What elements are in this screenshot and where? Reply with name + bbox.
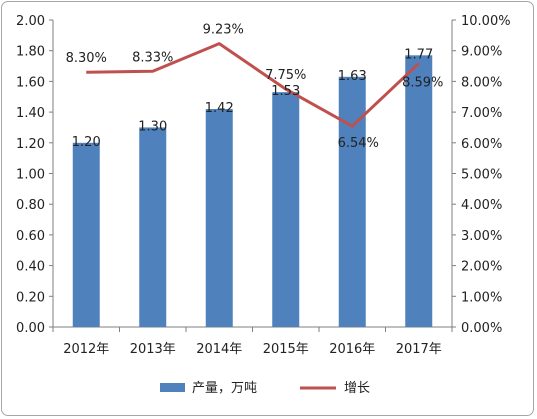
bar: [405, 55, 433, 328]
y-left-tick-label: 1.80: [16, 45, 45, 60]
y-left-tick-label: 0.40: [16, 260, 45, 275]
y-right-tick-label: 0.00%: [461, 321, 502, 336]
bars: [72, 55, 433, 328]
y-left-tick-label: 1.40: [16, 106, 45, 121]
line-value-label: 8.30%: [66, 51, 107, 66]
bar: [205, 109, 233, 327]
y-right-tick-label: 3.00%: [461, 229, 502, 244]
y-left-tick-label: 0.00: [16, 321, 45, 336]
x-tick-label: 2012年: [63, 342, 109, 357]
y-left-tick-label: 0.60: [16, 229, 45, 244]
y-left-tick-label: 1.60: [16, 75, 45, 90]
growth-line: [86, 42, 420, 128]
line-value-label: 8.59%: [402, 75, 443, 90]
x-tick-label: 2013年: [130, 342, 176, 357]
bar-value-label: 1.30: [138, 119, 167, 134]
line-value-label: 8.33%: [132, 50, 173, 65]
x-tick-label: 2015年: [263, 342, 309, 357]
x-tick-label: 2017年: [396, 342, 442, 357]
y-right-tick-label: 4.00%: [461, 198, 502, 213]
line-value-label: 6.54%: [338, 136, 379, 151]
legend-label-bar: 产量，万吨: [192, 381, 257, 396]
y-right-tick-label: 7.00%: [461, 106, 502, 121]
growth-line-group: [86, 42, 420, 128]
y-right-tick-label: 10.00%: [461, 14, 511, 29]
y-left-tick-label: 2.00: [16, 14, 45, 29]
y-left-tick-label: 0.80: [16, 198, 45, 213]
y-right-tick-label: 2.00%: [461, 260, 502, 275]
bar-value-label: 1.53: [271, 84, 300, 99]
y-right-tick-label: 1.00%: [461, 290, 502, 305]
legend-swatch-bar: [160, 383, 185, 392]
bar-value-label: 1.63: [338, 69, 367, 84]
y-left-tick-label: 1.00: [16, 168, 45, 183]
x-tick-label: 2016年: [329, 342, 375, 357]
legend-label-line: 增长: [344, 381, 370, 396]
bar: [338, 76, 366, 327]
axes: 0.00 0.20 0.40 0.60 0.80 1.00 1.20 1.40 1.60 1.80…: [16, 14, 511, 357]
bar: [272, 92, 300, 328]
bar: [139, 127, 167, 327]
line-value-label: 9.23%: [203, 23, 244, 38]
y-left-tick-label: 1.20: [16, 137, 45, 152]
data-labels: 1.20 1.30 1.42 1.53 1.63 1.77 8.30% 8.33% 9.23% 7…: [66, 23, 444, 152]
y-right-tick-label: 9.00%: [461, 45, 502, 60]
y-right-tick-label: 5.00%: [461, 168, 502, 183]
legend: 产量，万吨 增长: [160, 381, 370, 396]
y-left-tick-label: 0.20: [16, 290, 45, 305]
bar: [72, 142, 100, 327]
line-value-label: 7.75%: [265, 68, 306, 83]
y-right-tick-label: 6.00%: [461, 137, 502, 152]
y-right-tick-label: 8.00%: [461, 75, 502, 90]
x-tick-label: 2014年: [196, 342, 242, 357]
bar-value-label: 1.20: [72, 135, 101, 150]
bar-value-label: 1.42: [205, 101, 234, 116]
bar-value-label: 1.77: [404, 47, 433, 62]
